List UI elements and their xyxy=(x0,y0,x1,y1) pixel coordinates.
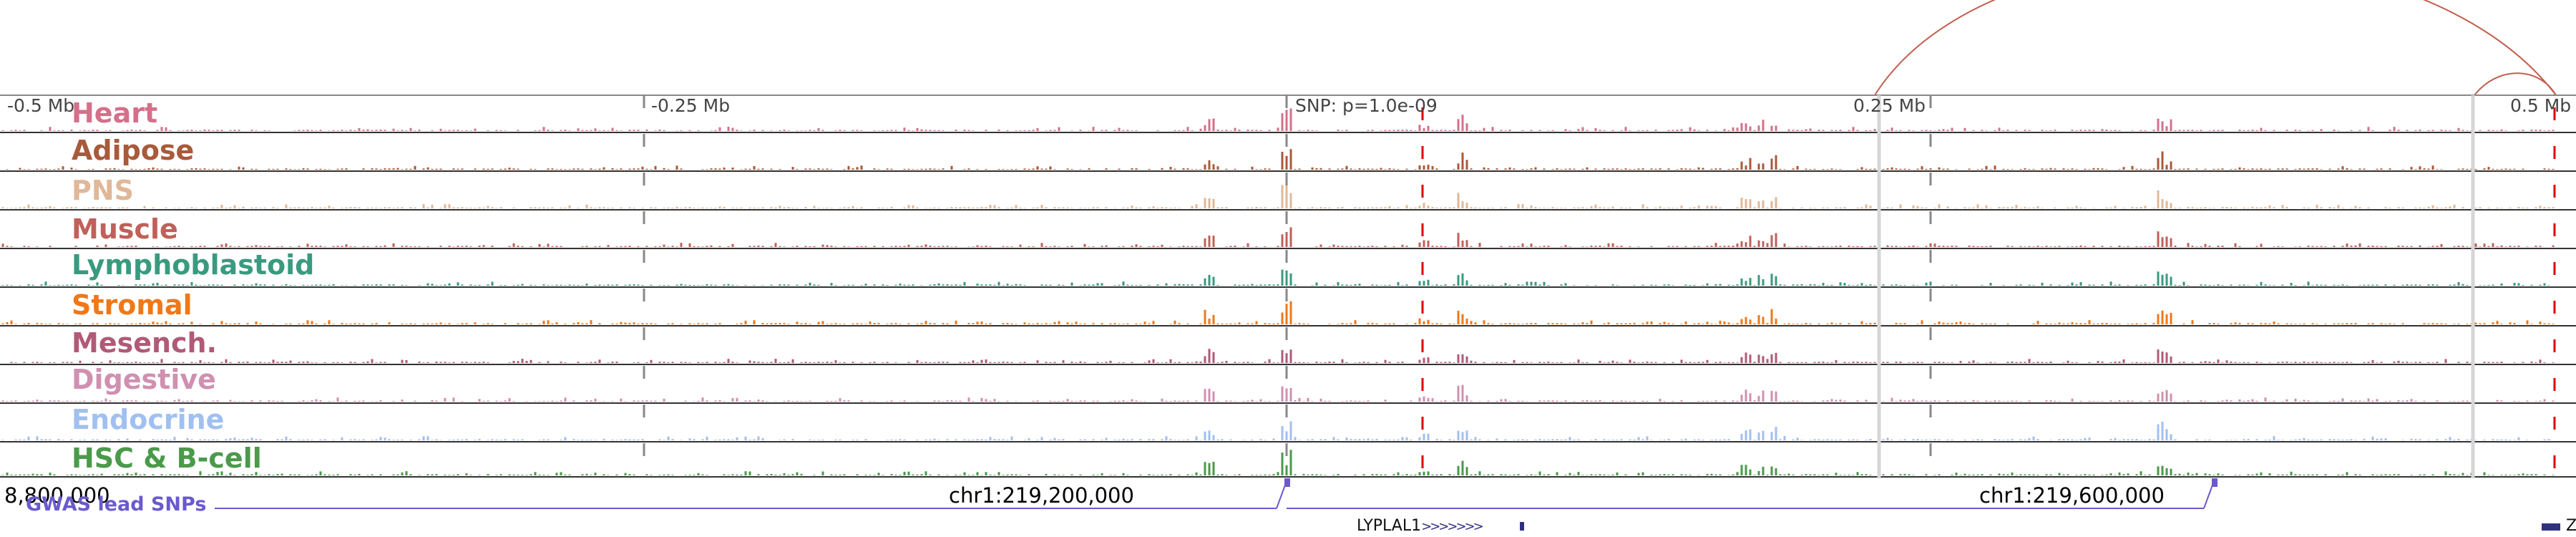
signal-peaks xyxy=(1,227,2555,247)
gwas-lead-snps-label[interactable]: GWAS lead SNPs xyxy=(26,493,207,516)
signal-peaks xyxy=(6,149,2555,170)
signal-peaks xyxy=(1,183,2555,208)
signal-peaks xyxy=(1,269,2550,286)
track-frame xyxy=(0,95,2576,478)
gwas-snp-mark xyxy=(1284,478,1290,487)
signal-peaks xyxy=(1,450,2555,475)
scale-label-minus-0-5mb: -0.5 Mb xyxy=(7,95,75,116)
gene-name: LYPLAL1 xyxy=(1357,517,1422,535)
gene-zc-clipped[interactable]: ZC xyxy=(2566,517,2576,535)
signal-tracks xyxy=(1,108,2555,475)
track-label-adipose[interactable]: Adipose xyxy=(72,135,195,166)
signal-peaks xyxy=(1,421,2550,440)
gene-exon-block xyxy=(1520,522,1524,531)
signal-peaks xyxy=(1,108,2555,131)
track-label-stromal[interactable]: Stromal xyxy=(72,289,192,321)
signal-peaks xyxy=(1,384,2555,402)
track-label-pns[interactable]: PNS xyxy=(72,175,135,206)
loop-arc xyxy=(2474,72,2557,96)
track-label-endocrine[interactable]: Endocrine xyxy=(72,404,225,435)
track-label-muscle[interactable]: Muscle xyxy=(72,213,178,245)
loop-arc xyxy=(1874,0,2557,96)
scale-label-0-25mb: 0.25 Mb xyxy=(1853,95,1926,116)
track-label-heart[interactable]: Heart xyxy=(72,97,158,129)
signal-peaks xyxy=(1,301,2555,324)
annotation-tracks xyxy=(215,478,2560,531)
snp-pvalue-label: SNP: p=1.0e-09 xyxy=(1295,95,1438,116)
scale-label-0-5mb: 0.5 Mb xyxy=(2510,95,2572,116)
chromatin-loop-arcs xyxy=(1874,0,2557,96)
coordinate-label-left: 8,800,000 xyxy=(4,483,110,508)
gene-strand-arrows: >>>>>>> xyxy=(1421,519,1484,534)
gwas-snp-mark xyxy=(2212,478,2218,487)
gene-zc-block xyxy=(2542,523,2560,531)
track-label-digestive[interactable]: Digestive xyxy=(72,364,216,395)
signal-peaks xyxy=(10,349,2555,363)
track-label-lymphoblastoid[interactable]: Lymphoblastoid xyxy=(72,249,315,281)
track-label-mesench[interactable]: Mesench. xyxy=(72,327,218,359)
position-markers xyxy=(643,95,2556,478)
track-label-hsc-b-cell[interactable]: HSC & B-cell xyxy=(72,442,262,474)
scale-label-minus-0-25mb: -0.25 Mb xyxy=(651,95,731,116)
coordinate-label-center: chr1:219,200,000 xyxy=(949,483,1134,508)
gene-lyplal1[interactable]: LYPLAL1>>>>>>> xyxy=(1357,517,1484,536)
coordinate-label-right: chr1:219,600,000 xyxy=(1979,483,2165,508)
